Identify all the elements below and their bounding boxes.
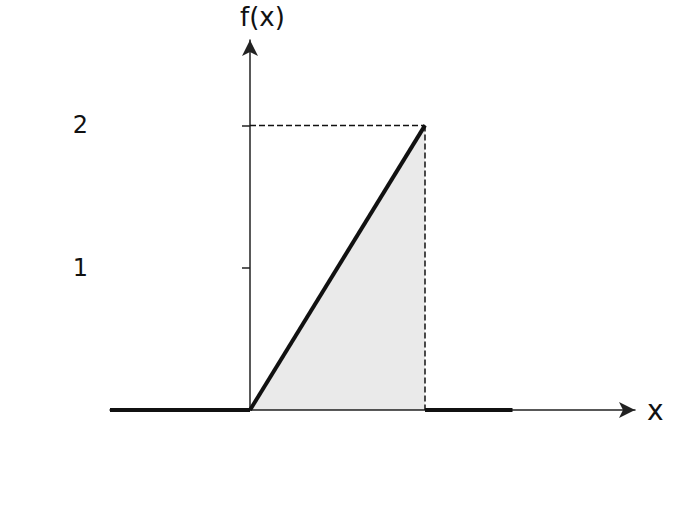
- svg-text:2: 2: [73, 111, 88, 139]
- svg-text:f(x): f(x): [240, 2, 285, 32]
- svg-text:x: x: [647, 394, 664, 427]
- svg-text:1: 1: [73, 254, 88, 282]
